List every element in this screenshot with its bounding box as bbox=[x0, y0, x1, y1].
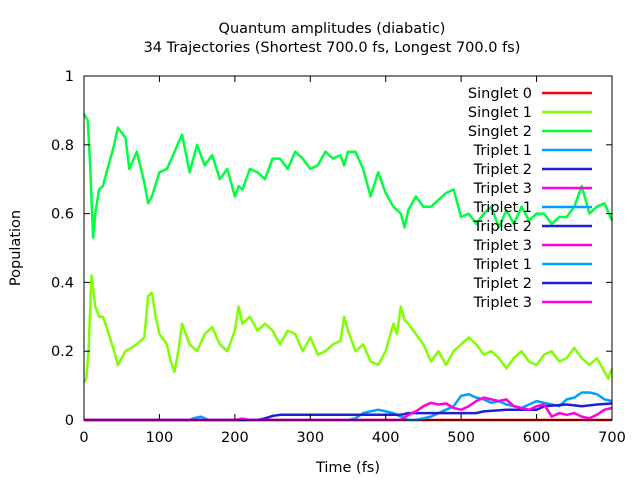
chart-subtitle: 34 Trajectories (Shortest 700.0 fs, Long… bbox=[144, 40, 521, 56]
y-axis-label: Population bbox=[8, 210, 24, 286]
y-tick-label: 1 bbox=[65, 69, 74, 85]
series-line-2 bbox=[82, 113, 614, 239]
legend-label: Triplet 1 bbox=[473, 200, 532, 216]
x-tick-label: 100 bbox=[146, 430, 174, 446]
x-tick-label: 500 bbox=[447, 430, 475, 446]
x-axis-label: Time (fs) bbox=[315, 460, 380, 476]
x-tick-label: 600 bbox=[523, 430, 551, 446]
series-line-1 bbox=[82, 274, 614, 383]
y-tick-label: 0.2 bbox=[51, 344, 74, 360]
legend-label: Singlet 0 bbox=[468, 86, 532, 102]
x-tick-label: 0 bbox=[79, 430, 88, 446]
legend-label: Triplet 3 bbox=[473, 238, 532, 254]
x-tick-label: 400 bbox=[372, 430, 400, 446]
y-tick-label: 0.6 bbox=[51, 207, 74, 223]
plot-frame bbox=[83, 75, 613, 421]
y-tick-label: 0.4 bbox=[51, 275, 74, 291]
legend-label: Triplet 1 bbox=[473, 257, 532, 273]
legend: Singlet 0 Singlet 1 Singlet 2 Triplet 1 Trip… bbox=[468, 86, 592, 311]
legend-label: Singlet 2 bbox=[468, 124, 532, 140]
legend-label: Triplet 2 bbox=[473, 219, 532, 235]
legend-label: Triplet 1 bbox=[473, 143, 532, 159]
series-line-5 bbox=[84, 396, 613, 422]
series-line-4 bbox=[84, 402, 613, 422]
y-tick-label: 0.8 bbox=[51, 138, 74, 154]
y-tick-label: 0 bbox=[65, 413, 74, 429]
axes-layer: 0 100 200 300 400 500 600 700 0 0.2 0.4 0.6 0.8 1 bbox=[51, 69, 626, 446]
legend-label: Singlet 1 bbox=[468, 105, 532, 121]
series-layer bbox=[82, 113, 614, 422]
x-tick-label: 200 bbox=[221, 430, 249, 446]
x-tick-label: 700 bbox=[598, 430, 626, 446]
legend-label: Triplet 2 bbox=[473, 276, 532, 292]
x-tick-label: 300 bbox=[296, 430, 324, 446]
chart-title: Quantum amplitudes (diabatic) bbox=[219, 21, 446, 37]
legend-label: Triplet 3 bbox=[473, 295, 532, 311]
legend-label: Triplet 3 bbox=[473, 181, 532, 197]
legend-label: Triplet 2 bbox=[473, 162, 532, 178]
